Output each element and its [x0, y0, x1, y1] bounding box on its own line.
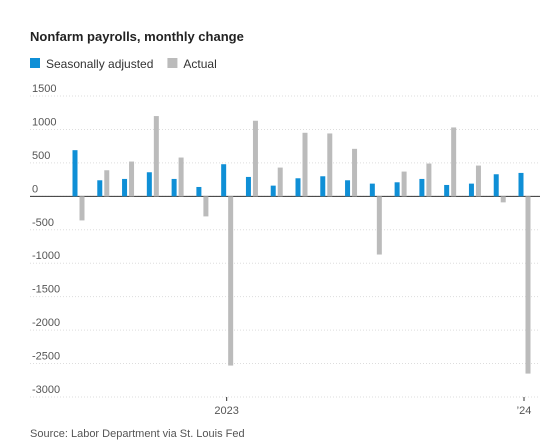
- y-tick-label: -2500: [32, 351, 60, 363]
- bar: [228, 196, 234, 366]
- bar: [252, 120, 258, 197]
- bar: [444, 184, 450, 197]
- bar: [345, 180, 351, 197]
- y-tick-label: 1500: [32, 83, 56, 95]
- bar: [295, 178, 301, 197]
- bar: [302, 132, 308, 197]
- y-tick-label: -3000: [32, 384, 60, 396]
- bar: [518, 172, 524, 197]
- bar: [178, 157, 184, 197]
- bar: [493, 174, 499, 197]
- bar: [104, 170, 110, 197]
- bar: [245, 176, 251, 197]
- bar: [376, 196, 382, 255]
- bar: [327, 133, 333, 197]
- bar: [203, 196, 209, 217]
- y-tick-label: -2000: [32, 317, 60, 329]
- y-tick-label: -1000: [32, 250, 60, 262]
- y-tick-label: 0: [32, 183, 38, 195]
- bar: [153, 116, 159, 197]
- legend-label: Actual: [183, 57, 216, 71]
- bar: [419, 178, 425, 197]
- source: Source: Labor Department via St. Louis F…: [30, 428, 245, 440]
- x-tick-label: ’24: [517, 405, 532, 417]
- legend-label: Seasonally adjusted: [46, 57, 153, 71]
- chart-title: Nonfarm payrolls, monthly change: [30, 29, 244, 44]
- bar: [129, 161, 135, 197]
- bar: [525, 196, 531, 374]
- bar: [270, 185, 276, 197]
- bar: [79, 196, 85, 221]
- bar: [146, 172, 152, 197]
- bar: [468, 183, 474, 197]
- bar: [451, 127, 457, 197]
- bar: [475, 165, 481, 197]
- bar: [72, 150, 78, 197]
- bar: [277, 167, 283, 197]
- legend-swatch: [30, 58, 40, 68]
- y-tick-label: -1500: [32, 284, 60, 296]
- bar: [500, 196, 506, 203]
- bar: [394, 182, 400, 197]
- bar: [122, 178, 128, 197]
- bar: [196, 186, 202, 197]
- y-tick-label: 500: [32, 150, 50, 162]
- bar: [320, 176, 326, 197]
- y-tick-label: -500: [32, 217, 54, 229]
- legend-swatch: [167, 58, 178, 68]
- y-tick-label: 1000: [32, 116, 56, 128]
- bar: [369, 183, 375, 197]
- bar: [401, 171, 407, 197]
- bar: [352, 148, 358, 197]
- x-tick-label: 2023: [214, 405, 238, 417]
- bar: [426, 163, 432, 197]
- bar: [97, 180, 103, 197]
- bar: [221, 164, 227, 197]
- bar: [171, 178, 177, 197]
